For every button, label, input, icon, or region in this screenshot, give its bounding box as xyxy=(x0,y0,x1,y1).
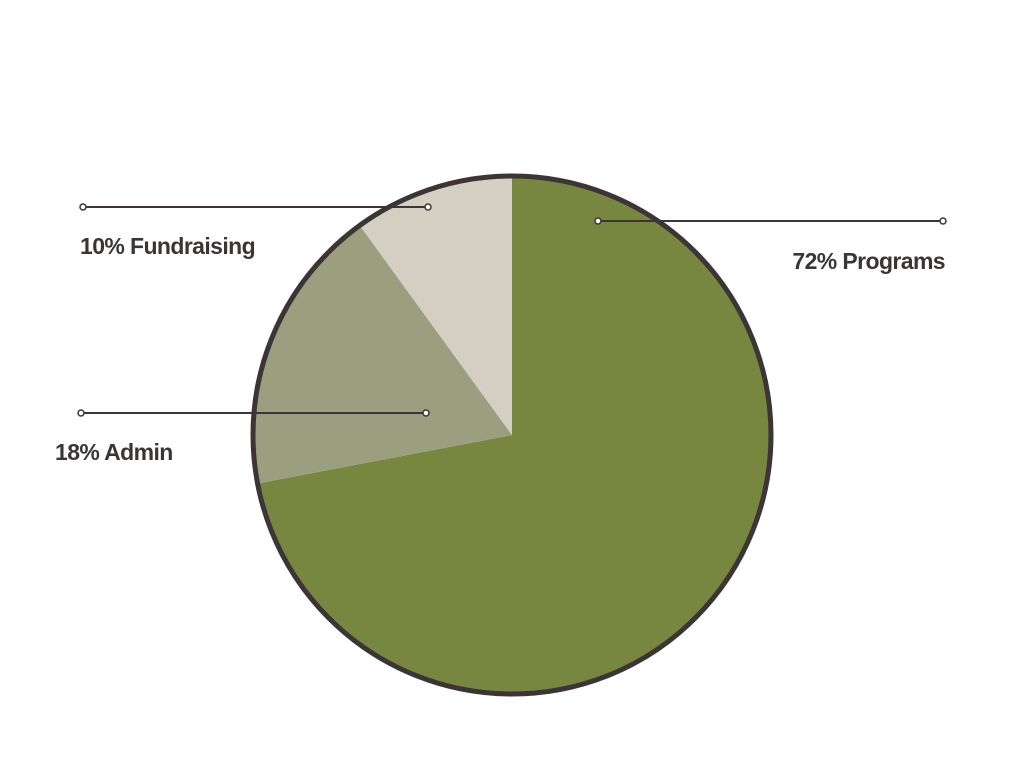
callout-dot xyxy=(77,409,85,417)
callout-dot xyxy=(594,217,602,225)
category-label: Admin xyxy=(104,439,173,465)
slice-label: 10% Fundraising xyxy=(80,233,255,259)
callout: 10% Fundraising xyxy=(79,203,432,259)
value-label: 18% xyxy=(55,439,99,465)
callout-dot xyxy=(939,217,947,225)
pie-slice xyxy=(257,176,771,694)
value-label: 72% xyxy=(792,248,836,274)
category-label: Fundraising xyxy=(130,233,255,259)
category-label: Programs xyxy=(842,248,945,274)
slice-label: 72% Programs xyxy=(792,248,945,274)
slice-label: 18% Admin xyxy=(55,439,173,465)
callout-dot xyxy=(424,203,432,211)
pie-slice xyxy=(359,176,512,435)
pie-slice xyxy=(253,225,512,484)
callout: 72% Programs xyxy=(594,217,947,274)
value-label: 10% xyxy=(80,233,124,259)
callout-dot xyxy=(422,409,430,417)
callout: 18% Admin xyxy=(55,409,430,465)
callout-dot xyxy=(79,203,87,211)
pie-outline xyxy=(250,173,774,697)
